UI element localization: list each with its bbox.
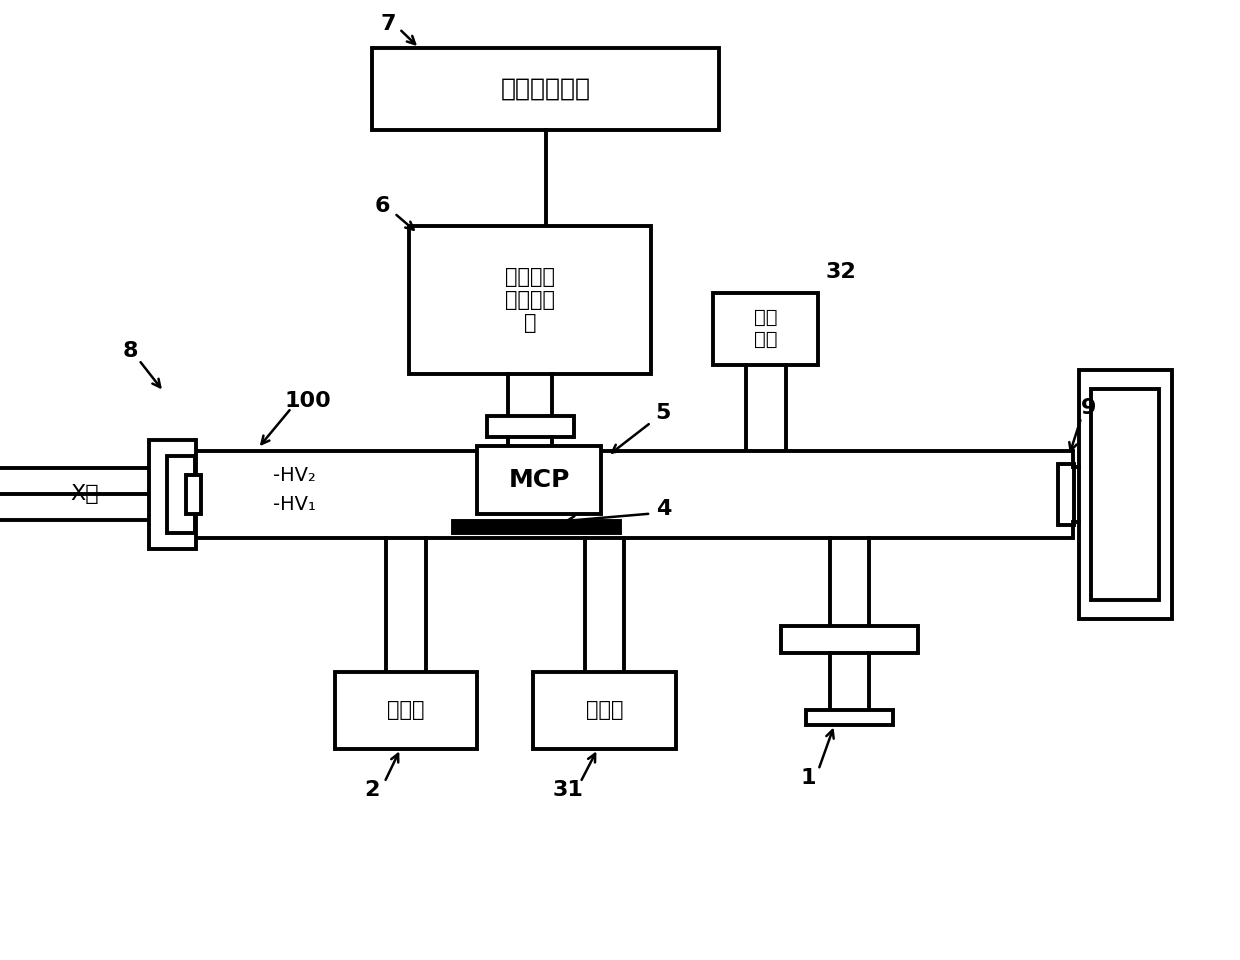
Bar (453, 521, 620, 533)
Bar (806, 710, 893, 725)
Text: 离子泵: 离子泵 (585, 701, 624, 720)
Bar (167, 456, 195, 533)
Text: 8: 8 (123, 342, 138, 361)
Bar (1079, 370, 1172, 619)
Text: 6: 6 (374, 197, 389, 216)
Text: 4: 4 (656, 499, 671, 518)
Text: 9: 9 (1081, 398, 1096, 418)
Text: 5: 5 (656, 403, 671, 422)
Bar (1058, 465, 1074, 524)
Text: -HV₂: -HV₂ (273, 466, 316, 485)
Text: MCP: MCP (508, 468, 570, 492)
Bar (335, 672, 477, 749)
Text: 信号处理系统: 信号处理系统 (501, 77, 590, 101)
Text: 2: 2 (365, 780, 379, 800)
Text: -HV₁: -HV₁ (273, 495, 316, 515)
Text: 7: 7 (381, 14, 396, 34)
Text: 31: 31 (553, 780, 583, 800)
Bar (192, 451, 1073, 538)
Text: 32: 32 (826, 262, 856, 281)
Text: 1: 1 (801, 768, 816, 787)
Bar (409, 226, 651, 374)
Bar (1091, 389, 1159, 600)
Bar (372, 48, 719, 130)
Text: 加压及信
号采集电
路: 加压及信 号采集电 路 (505, 267, 556, 333)
Bar (486, 416, 573, 437)
Bar (186, 475, 201, 514)
Bar (533, 672, 676, 749)
Bar (477, 446, 601, 514)
Text: 100: 100 (284, 392, 331, 411)
Bar (781, 626, 918, 653)
Bar (149, 440, 196, 549)
Text: X光: X光 (69, 485, 99, 504)
Text: 分子
束组: 分子 束组 (754, 308, 777, 349)
Text: 真空计: 真空计 (387, 701, 425, 720)
Bar (713, 293, 818, 365)
